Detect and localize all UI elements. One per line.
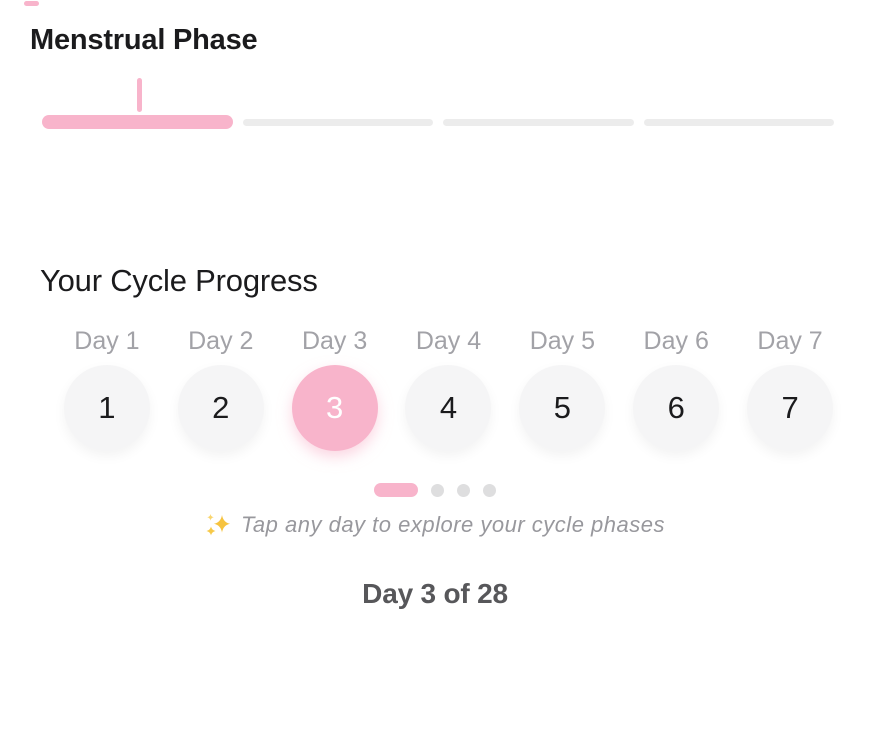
top-edge-dash (24, 1, 39, 6)
day-button-3-selected[interactable]: 3 (291, 365, 378, 451)
day-button-4[interactable]: 4 (405, 365, 492, 451)
day-label-7: Day 7 (757, 327, 823, 355)
phase-progress-marker (137, 78, 142, 112)
phase-title: Menstrual Phase (30, 24, 258, 56)
phase-progress-track (42, 115, 834, 129)
days-row: Day 1 Day 2 Day 3 Day 4 Day 5 Day 6 Day … (50, 326, 847, 451)
day-label-6: Day 6 (643, 327, 709, 355)
day-button-1[interactable]: 1 (63, 365, 150, 451)
phase-segment-1[interactable] (42, 115, 233, 129)
day-label-1: Day 1 (74, 327, 140, 355)
phase-segment-3[interactable] (443, 118, 634, 126)
page-dots (0, 483, 870, 497)
day-label-5: Day 5 (529, 327, 595, 355)
phase-segment-2[interactable] (242, 118, 433, 126)
hint-text: Tap any day to explore your cycle phases (241, 512, 665, 537)
day-button-5[interactable]: 5 (519, 365, 606, 451)
hint-row: Tap any day to explore your cycle phases (0, 512, 870, 538)
day-label-2: Day 2 (188, 327, 254, 355)
day-label-4: Day 4 (415, 327, 482, 355)
page-dot-3[interactable] (457, 483, 470, 497)
section-title: Your Cycle Progress (40, 263, 318, 298)
page-dot-2[interactable] (431, 483, 444, 497)
day-label-3: Day 3 (301, 327, 368, 355)
day-counter: Day 3 of 28 (362, 578, 508, 609)
phase-segment-4[interactable] (643, 118, 834, 126)
day-button-2[interactable]: 2 (177, 365, 264, 451)
sparkles-icon (206, 514, 230, 536)
day-button-7[interactable]: 7 (747, 365, 834, 451)
page-dot-1-active[interactable] (374, 483, 418, 497)
page-dot-4[interactable] (483, 483, 496, 497)
day-button-6[interactable]: 6 (633, 365, 720, 451)
